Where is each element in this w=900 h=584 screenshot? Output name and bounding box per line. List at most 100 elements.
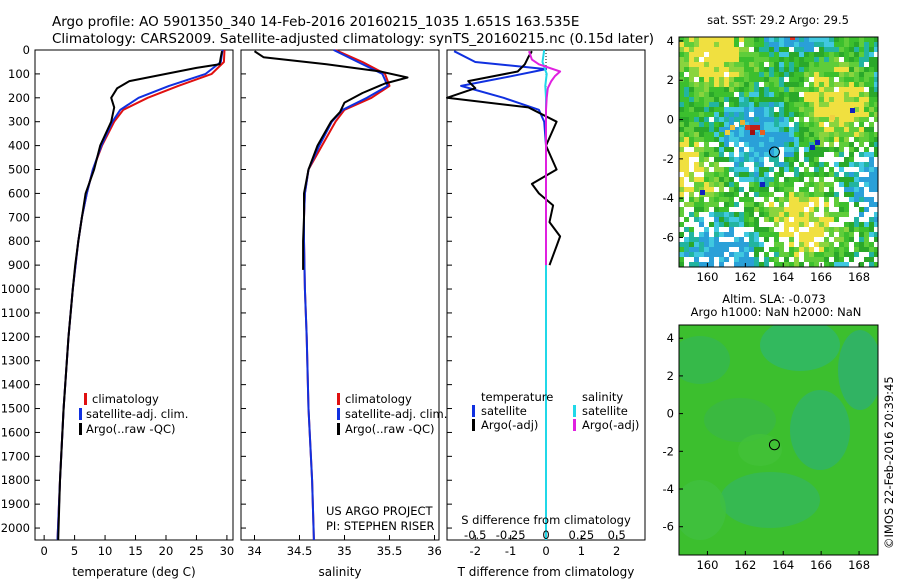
sst-cell	[699, 152, 704, 157]
sst-cell	[839, 237, 844, 242]
s-diff-tick-label: 0	[542, 528, 549, 542]
legend-label-s-satellite: satellite	[582, 404, 628, 418]
sst-cell	[789, 57, 794, 62]
sst-cell	[854, 137, 859, 142]
sst-warm-cell	[830, 115, 835, 120]
sst-cell	[839, 62, 844, 67]
sst-cell	[679, 62, 684, 67]
sst-cell	[794, 62, 799, 67]
sst-cell	[764, 152, 769, 157]
sst-cell	[744, 82, 749, 87]
sst-cell	[789, 177, 794, 182]
sst-cell	[724, 142, 729, 147]
sst-cell	[774, 177, 779, 182]
sst-cell	[799, 67, 804, 72]
sst-cell	[749, 97, 754, 102]
sst-cell	[714, 47, 719, 52]
sst-cell	[684, 112, 689, 117]
sst-cell	[769, 142, 774, 147]
sst-cell	[809, 72, 814, 77]
salinity-plot-frame	[240, 49, 440, 541]
sst-cell	[749, 242, 754, 247]
sst-cell	[799, 212, 804, 217]
sst-cell	[819, 137, 824, 142]
sst-cell	[744, 157, 749, 162]
sst-cell	[764, 92, 769, 97]
sst-cell	[874, 202, 878, 207]
sst-cell	[784, 167, 789, 172]
depth-tick-label: 500	[8, 163, 30, 177]
sst-cell	[769, 202, 774, 207]
sst-cell	[749, 237, 754, 242]
sst-cell	[839, 72, 844, 77]
sst-cell	[839, 202, 844, 207]
sst-cell	[719, 152, 724, 157]
sst-cell	[814, 57, 819, 62]
sst-cell	[714, 172, 719, 177]
sst-cell	[744, 242, 749, 247]
sst-cell	[684, 97, 689, 102]
sst-cell	[774, 187, 779, 192]
sst-cell	[704, 167, 709, 172]
sst-cell	[704, 37, 709, 42]
sst-cell	[714, 237, 719, 242]
sst-cell	[714, 112, 719, 117]
sla-map-subtitle: Argo h1000: NaN h2000: NaN	[691, 305, 862, 319]
sst-cell	[824, 102, 829, 107]
sst-cell	[869, 227, 874, 232]
sst-cell	[799, 42, 804, 47]
sst-cell	[809, 262, 814, 267]
sst-cell	[684, 122, 689, 127]
sst-cell	[734, 37, 739, 42]
sst-cell	[724, 157, 729, 162]
sst-cell	[719, 192, 724, 197]
sst-cell	[699, 167, 704, 172]
sst-cell	[814, 37, 819, 42]
sst-cell	[789, 117, 794, 122]
sst-cell	[814, 257, 819, 262]
difference-legend: temperature satellite Argo(-adj) salinit…	[472, 390, 639, 432]
sst-cell	[699, 97, 704, 102]
sst-cell	[714, 162, 719, 167]
sst-cell	[744, 262, 749, 267]
sst-cell	[759, 177, 764, 182]
sst-cell	[869, 142, 874, 147]
sst-cell	[734, 67, 739, 72]
sst-cell	[769, 122, 774, 127]
difference-x-axis: -2 -1 0 1 2	[447, 49, 620, 558]
sst-cell	[719, 107, 724, 112]
sst-cell	[784, 47, 789, 52]
sst-cell	[754, 177, 759, 182]
sst-cell	[754, 152, 759, 157]
sst-cell	[759, 102, 764, 107]
sst-cell	[864, 102, 869, 107]
sst-cell	[744, 112, 749, 117]
sst-cell	[824, 92, 829, 97]
sst-cell	[829, 87, 834, 92]
sst-cell	[819, 232, 824, 237]
sst-cell	[709, 172, 714, 177]
sst-cell	[719, 112, 724, 117]
sst-cell	[759, 42, 764, 47]
sst-cell	[709, 197, 714, 202]
sst-cell	[829, 172, 834, 177]
sst-cell	[689, 117, 694, 122]
sst-cell	[844, 132, 849, 137]
sst-cell	[804, 152, 809, 157]
sst-cell	[704, 262, 709, 267]
sst-cell	[724, 37, 729, 42]
sst-cell	[774, 37, 779, 42]
sst-cell	[734, 202, 739, 207]
sst-cell	[789, 102, 794, 107]
sst-cell	[869, 202, 874, 207]
sst-cell	[839, 167, 844, 172]
sst-cell	[774, 237, 779, 242]
legend-swatch-climatology	[337, 393, 340, 405]
sst-cell	[779, 252, 784, 257]
sst-cell	[699, 162, 704, 167]
sst-cell	[754, 132, 759, 137]
sst-cell	[764, 227, 769, 232]
sst-cell	[714, 207, 719, 212]
sst-cell	[869, 262, 874, 267]
